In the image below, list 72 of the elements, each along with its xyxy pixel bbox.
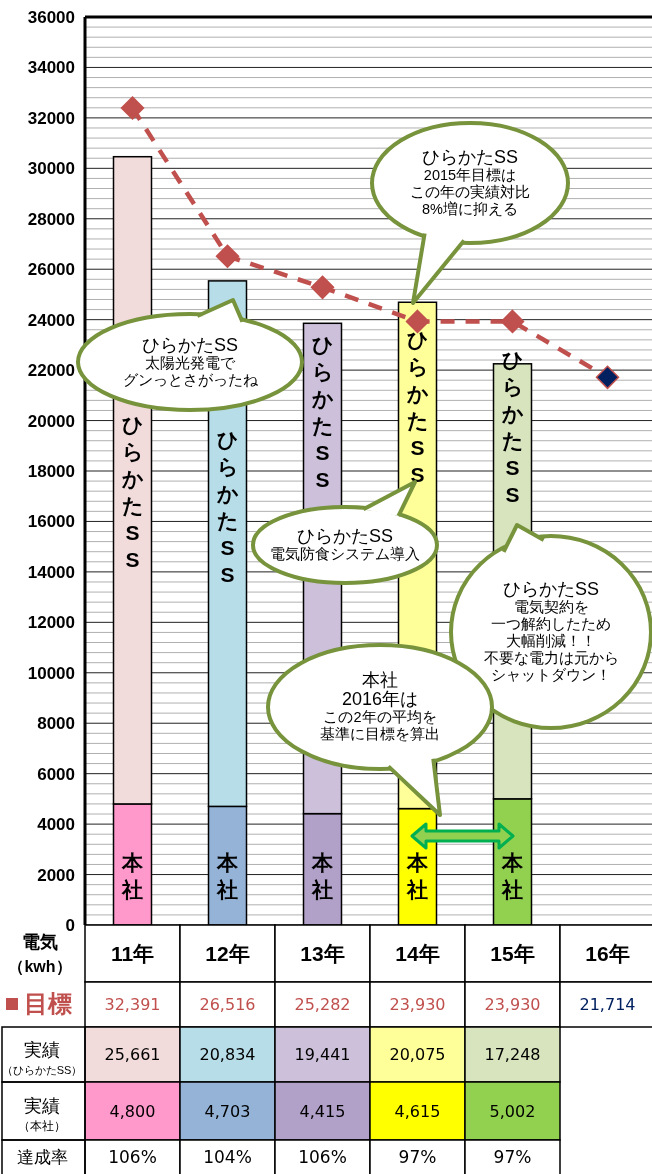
annotation: ひらかたSS2015年目標はこの年の実績対比8%増に抑える [410,147,530,217]
annotation: ひらかたSS電気契約を一つ解約したため大幅削減！！不要な電力は元からシャットダウン！ [483,579,619,683]
data-label: 25,661 [104,1045,161,1065]
x-tick-label: 16年 [585,941,630,965]
annotation: 本社2016年はこの2年の平均を基準に目標を算出 [320,670,440,742]
y-axis-title: 電気（kwh） [8,932,72,976]
data-label: 23,930 [389,995,446,1015]
point [215,244,240,268]
y-tick-label: 4000 [37,815,75,835]
y-tick-label: 36000 [27,7,75,27]
text: ひらかたSS [216,428,239,587]
data-label: 17,248 [484,1045,541,1065]
x-tick-label: 13年 [300,941,345,965]
data-label: 4,703 [204,1101,251,1121]
y-tick-label: 10000 [27,663,75,683]
text: 104% [203,1147,252,1168]
y-tick-label: 26000 [27,260,75,280]
data-label: 25,282 [294,995,351,1015]
x-tick-label: 11年 [110,941,155,965]
data-label: 23,930 [484,995,541,1015]
data-label: 5,002 [489,1101,536,1121]
y-tick-label: 20000 [27,411,75,431]
y-tick-label: 16000 [27,512,75,532]
y-tick-label: 32000 [27,108,75,128]
y-tick-label: 30000 [27,159,75,179]
x-tick-label: 14年 [395,941,440,965]
series-label: ひらかたSS [296,526,394,546]
text: 達成率 [16,1148,68,1168]
y-tick-label: 8000 [37,714,75,734]
y-tick-label: 28000 [27,209,75,229]
point [595,365,620,390]
y-tick-label: 2000 [37,865,75,885]
text: 本社 [502,851,523,902]
text: ひらかたSS [311,333,334,492]
x-tick-label: 15年 [490,941,535,965]
y-tick-label: 22000 [27,361,75,381]
text: 本社 [407,851,428,902]
text: 実績（ひらかたSS） [1,1039,83,1076]
y-tick-label: 14000 [27,562,75,582]
series-label: 本社 [121,851,144,902]
data-label: 20,834 [199,1045,256,1065]
text: 106% [108,1147,157,1168]
data-label: 32,391 [104,995,161,1015]
point [405,309,430,334]
data-label: 4,615 [394,1101,441,1121]
text: 本社 [312,851,333,902]
y-tick-label: 6000 [37,764,75,784]
point [310,275,335,300]
data-label: 4,415 [299,1101,346,1121]
y-tick-label: 34000 [27,58,75,78]
point [120,96,145,120]
text: 本社 [217,851,238,902]
data-label: 4,800 [109,1101,156,1121]
point [500,309,525,334]
text: 電気防食システム導入 [270,546,420,562]
text: ひらかたSS [121,413,144,572]
y-tick-label: 18000 [27,461,75,481]
text: 97% [398,1147,437,1168]
data-label: 26,516 [199,995,256,1015]
y-tick-label: 12000 [27,613,75,633]
y-tick-label: 24000 [27,310,75,330]
data-label: 19,441 [294,1045,351,1065]
text: 97% [493,1147,532,1168]
text: 106% [298,1147,347,1168]
data-label: 21,714 [579,995,636,1015]
text: ひらかたSS [406,328,429,487]
annotation: ひらかたSS太陽光発電でグンっとさがったね [122,334,259,388]
legend-label: 目標 [24,990,72,1018]
y-tick-label: 0 [65,915,75,935]
x-tick-label: 12年 [205,941,250,965]
text: 実績（本社） [18,1096,66,1133]
data-label: 20,075 [389,1045,446,1065]
